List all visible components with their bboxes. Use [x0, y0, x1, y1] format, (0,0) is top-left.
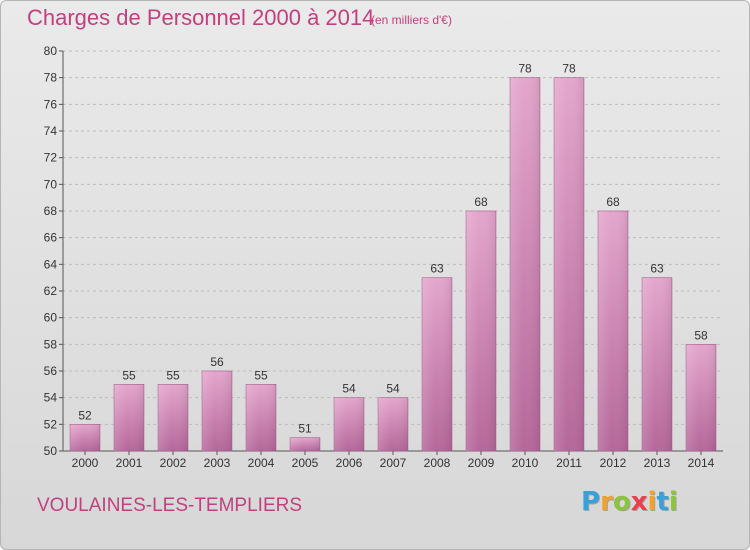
- x-tick-label: 2006: [336, 456, 363, 470]
- y-tick-label: 80: [44, 44, 58, 58]
- data-label: 78: [518, 62, 532, 76]
- logo-letter: t: [656, 487, 669, 517]
- bar-shine: [70, 424, 100, 451]
- data-labels: 52 55 55 56 55 51 54 54 63 68 78 78 68 63 58: [78, 62, 708, 436]
- bar-shine: [642, 277, 672, 451]
- logo-letter: P: [581, 487, 601, 517]
- bar-shine: [554, 77, 584, 452]
- x-tick-label: 2007: [380, 456, 407, 470]
- y-tick-label: 54: [44, 391, 58, 405]
- y-tick-label: 68: [44, 204, 58, 218]
- x-tick-label: 2013: [644, 456, 671, 470]
- x-tick-label: 2009: [468, 456, 495, 470]
- y-tick-label: 50: [44, 444, 58, 458]
- y-tick-label: 64: [44, 257, 58, 271]
- y-tick-label: 66: [44, 231, 58, 245]
- bar-shine: [246, 384, 276, 451]
- bar-shine: [510, 77, 540, 452]
- proxiti-logo: Proxiti: [581, 487, 678, 517]
- chart-subtitle: (en milliers d'€): [371, 13, 452, 27]
- logo-letter: o: [612, 487, 631, 517]
- y-tick-label: 72: [44, 151, 58, 165]
- bar-shine: [686, 344, 716, 451]
- data-label: 63: [650, 262, 664, 276]
- x-tick-label: 2001: [116, 456, 143, 470]
- x-tick-label: 2014: [688, 456, 715, 470]
- x-tick-label: 2005: [292, 456, 319, 470]
- y-tick-label: 76: [44, 97, 58, 111]
- bar-shine: [378, 397, 408, 451]
- x-tick-label: 2011: [556, 456, 582, 470]
- logo-letter: i: [668, 487, 678, 517]
- data-label: 78: [562, 62, 576, 76]
- data-label: 51: [298, 422, 312, 436]
- y-tick-label: 62: [44, 284, 58, 298]
- x-tick-label: 2004: [248, 456, 275, 470]
- bar-shine: [114, 384, 144, 451]
- data-label: 58: [694, 328, 708, 342]
- y-tick-label: 52: [44, 417, 58, 431]
- bar-shine: [598, 211, 628, 451]
- data-label: 63: [430, 262, 444, 276]
- x-tick-label: 2002: [160, 456, 187, 470]
- bar-shine: [334, 397, 364, 451]
- chart-title: Charges de Personnel 2000 à 2014: [27, 5, 375, 30]
- x-tick-label: 2008: [424, 456, 451, 470]
- y-tick-label: 70: [44, 177, 58, 191]
- logo-letter: i: [647, 487, 657, 517]
- y-tick-label: 60: [44, 311, 58, 325]
- bar-shine: [466, 211, 496, 451]
- data-label: 68: [606, 195, 620, 209]
- bar-shine: [422, 277, 452, 451]
- y-tick-label: 56: [44, 364, 58, 378]
- data-label: 54: [342, 382, 356, 396]
- x-tick-label: 2000: [72, 456, 99, 470]
- x-tick-label: 2010: [512, 456, 539, 470]
- y-tick-label: 74: [44, 124, 58, 138]
- logo-letter: r: [600, 487, 613, 517]
- bars: [69, 77, 717, 452]
- data-label: 55: [166, 368, 180, 382]
- data-label: 55: [122, 368, 136, 382]
- bar-shine: [202, 371, 232, 451]
- bar-shine: [290, 437, 320, 451]
- bar-shine: [158, 384, 188, 451]
- commune-name: VOULAINES-LES-TEMPLIERS: [37, 495, 303, 516]
- data-label: 56: [210, 355, 224, 369]
- data-label: 52: [78, 408, 92, 422]
- data-label: 55: [254, 368, 268, 382]
- y-tick-label: 58: [44, 337, 58, 351]
- y-tick-label: 78: [44, 71, 58, 85]
- data-label: 68: [474, 195, 488, 209]
- x-tick-label: 2012: [600, 456, 627, 470]
- x-tick-label: 2003: [204, 456, 231, 470]
- logo-letter: x: [630, 487, 648, 517]
- data-label: 54: [386, 382, 400, 396]
